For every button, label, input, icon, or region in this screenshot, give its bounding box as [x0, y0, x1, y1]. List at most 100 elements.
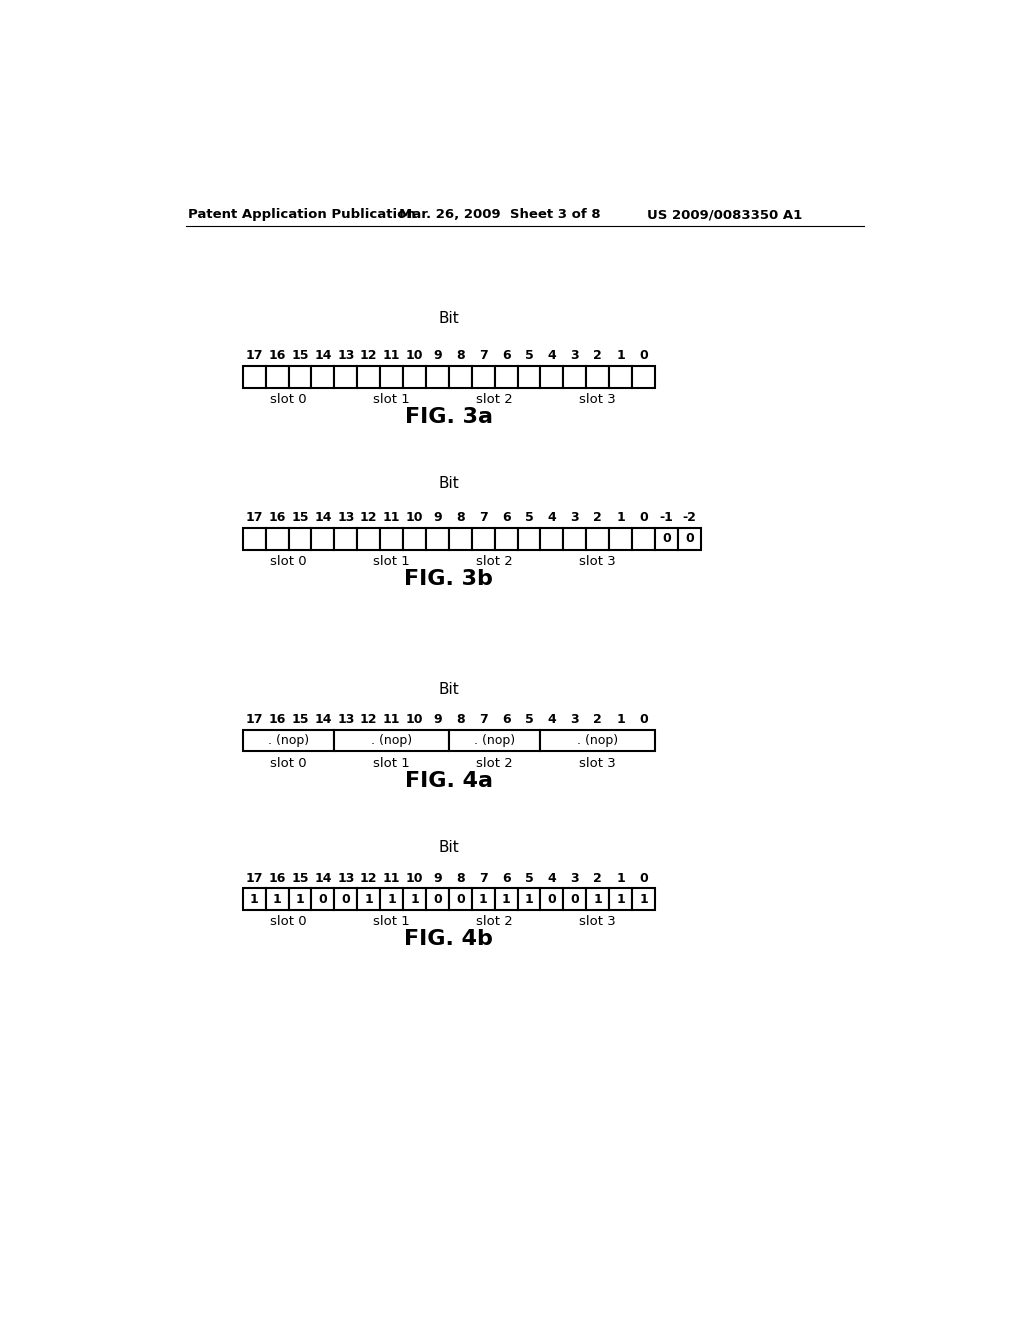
- Bar: [678, 528, 700, 549]
- Text: 1: 1: [616, 713, 625, 726]
- Text: . (nop): . (nop): [268, 734, 309, 747]
- Text: 2: 2: [593, 511, 602, 524]
- Text: 7: 7: [479, 871, 487, 884]
- Text: 5: 5: [524, 350, 534, 363]
- Text: slot 0: slot 0: [270, 756, 307, 770]
- Bar: [472, 888, 495, 909]
- Bar: [357, 528, 380, 549]
- Text: slot 3: slot 3: [580, 393, 616, 407]
- Text: 10: 10: [406, 511, 423, 524]
- Text: 13: 13: [337, 350, 354, 363]
- Text: 1: 1: [593, 892, 602, 906]
- Bar: [587, 367, 609, 388]
- Bar: [449, 888, 472, 909]
- Bar: [243, 367, 265, 388]
- Text: 0: 0: [685, 532, 693, 545]
- Text: slot 2: slot 2: [476, 756, 513, 770]
- Text: 9: 9: [433, 350, 441, 363]
- Bar: [243, 528, 265, 549]
- Bar: [380, 888, 403, 909]
- Text: 12: 12: [359, 713, 378, 726]
- Bar: [632, 888, 655, 909]
- Text: 1: 1: [524, 892, 534, 906]
- Bar: [289, 367, 311, 388]
- Text: Bit: Bit: [438, 682, 459, 697]
- Text: 8: 8: [456, 871, 465, 884]
- Bar: [495, 367, 517, 388]
- Bar: [426, 528, 449, 549]
- Text: 14: 14: [314, 713, 332, 726]
- Text: 14: 14: [314, 871, 332, 884]
- Bar: [517, 888, 541, 909]
- Text: 1: 1: [296, 892, 304, 906]
- Text: slot 1: slot 1: [373, 915, 410, 928]
- Bar: [587, 888, 609, 909]
- Text: slot 1: slot 1: [373, 756, 410, 770]
- Text: 8: 8: [456, 350, 465, 363]
- Text: 1: 1: [250, 892, 258, 906]
- Text: 1: 1: [411, 892, 419, 906]
- Bar: [563, 888, 587, 909]
- Text: 2: 2: [593, 871, 602, 884]
- Text: 16: 16: [268, 713, 286, 726]
- Text: 1: 1: [639, 892, 648, 906]
- Bar: [311, 367, 334, 388]
- Text: 0: 0: [639, 350, 648, 363]
- Text: . (nop): . (nop): [474, 734, 515, 747]
- Bar: [243, 730, 334, 751]
- Bar: [380, 367, 403, 388]
- Text: 0: 0: [639, 713, 648, 726]
- Text: 6: 6: [502, 713, 510, 726]
- Bar: [632, 367, 655, 388]
- Text: 15: 15: [291, 511, 308, 524]
- Text: 17: 17: [246, 350, 263, 363]
- Text: 13: 13: [337, 511, 354, 524]
- Bar: [380, 528, 403, 549]
- Text: Mar. 26, 2009  Sheet 3 of 8: Mar. 26, 2009 Sheet 3 of 8: [399, 209, 601, 222]
- Text: 16: 16: [268, 871, 286, 884]
- Text: Patent Application Publication: Patent Application Publication: [188, 209, 416, 222]
- Text: 0: 0: [433, 892, 441, 906]
- Bar: [472, 528, 495, 549]
- Text: 0: 0: [639, 511, 648, 524]
- Text: Bit: Bit: [438, 312, 459, 326]
- Text: 14: 14: [314, 511, 332, 524]
- Text: 12: 12: [359, 350, 378, 363]
- Text: FIG. 3b: FIG. 3b: [404, 569, 494, 589]
- Text: 0: 0: [570, 892, 580, 906]
- Text: slot 1: slot 1: [373, 393, 410, 407]
- Text: 15: 15: [291, 871, 308, 884]
- Bar: [609, 528, 632, 549]
- Bar: [289, 528, 311, 549]
- Text: slot 0: slot 0: [270, 393, 307, 407]
- Bar: [357, 888, 380, 909]
- Text: 1: 1: [272, 892, 282, 906]
- Text: 9: 9: [433, 871, 441, 884]
- Text: . (nop): . (nop): [578, 734, 618, 747]
- Bar: [449, 528, 472, 549]
- Text: slot 3: slot 3: [580, 915, 616, 928]
- Text: 8: 8: [456, 511, 465, 524]
- Bar: [541, 367, 563, 388]
- Text: 0: 0: [639, 871, 648, 884]
- Bar: [472, 367, 495, 388]
- Text: 1: 1: [387, 892, 396, 906]
- Text: slot 2: slot 2: [476, 554, 513, 568]
- Text: 13: 13: [337, 713, 354, 726]
- Text: 3: 3: [570, 871, 580, 884]
- Bar: [265, 888, 289, 909]
- Text: 3: 3: [570, 713, 580, 726]
- Text: 9: 9: [433, 713, 441, 726]
- Text: 1: 1: [616, 871, 625, 884]
- Text: 11: 11: [383, 350, 400, 363]
- Text: 5: 5: [524, 511, 534, 524]
- Text: 17: 17: [246, 511, 263, 524]
- Bar: [311, 528, 334, 549]
- Text: 6: 6: [502, 350, 510, 363]
- Bar: [403, 888, 426, 909]
- Text: 13: 13: [337, 871, 354, 884]
- Text: 8: 8: [456, 713, 465, 726]
- Bar: [357, 367, 380, 388]
- Bar: [495, 528, 517, 549]
- Bar: [655, 528, 678, 549]
